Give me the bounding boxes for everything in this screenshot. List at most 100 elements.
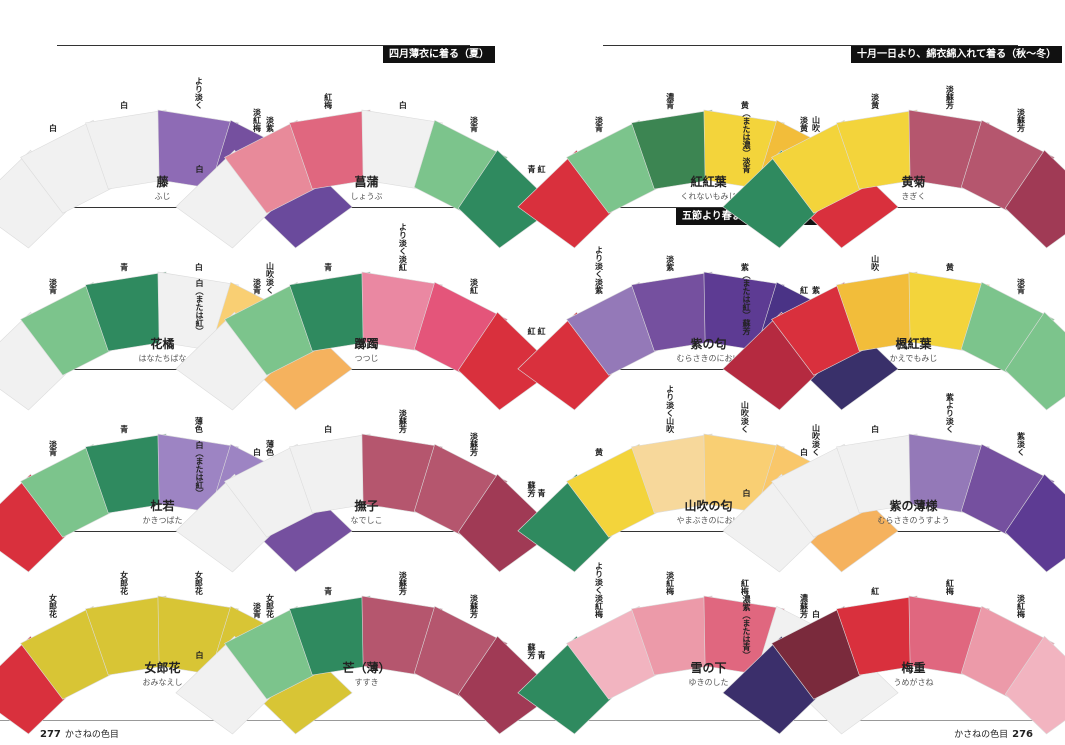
color-layer-swatch xyxy=(836,109,918,190)
layer-color-label: 濃紫（または青） xyxy=(741,595,751,660)
color-layer-swatch xyxy=(631,433,713,514)
layer-color-label: 黄 xyxy=(594,448,604,457)
kasane-entry: 芒（薄） すすき 白淡青青淡蘇芳 淡蘇芳 蘇芳 xyxy=(175,531,557,735)
kasane-reading: かきつばた xyxy=(142,516,183,525)
color-layer-swatch xyxy=(771,443,866,538)
kasane-reading: ゆきのした xyxy=(688,678,729,687)
color-layer-swatch xyxy=(566,443,661,538)
kasane-reading: おみなえし xyxy=(142,678,183,687)
layer-color-label: 白 xyxy=(870,424,880,433)
layer-color-label: 濃蘇芳 xyxy=(799,594,809,619)
color-layer-swatch xyxy=(631,109,713,190)
color-layer-swatch xyxy=(289,271,371,352)
kasane-reading: ふじ xyxy=(154,192,171,201)
season-banner-summer: 四月薄衣に着る（夏） xyxy=(383,46,495,63)
color-layer-swatch xyxy=(224,605,319,700)
color-layer-swatch xyxy=(960,281,1055,376)
layer-color-label: 淡青 xyxy=(252,278,262,295)
running-title: かさねの色目 xyxy=(64,730,119,740)
layer-color-label: 白 xyxy=(398,100,408,109)
layer-color-label: 紅 xyxy=(527,327,537,336)
layer-color-label: 淡蘇芳 xyxy=(398,408,408,433)
kasane-name: 雪の下 xyxy=(690,661,727,675)
color-layer-swatch xyxy=(0,473,71,573)
layer-color-label: 白 xyxy=(252,448,262,457)
kasane-reading: しょうぶ xyxy=(350,192,383,201)
layer-color-label: 淡蘇芳 xyxy=(945,84,955,109)
layer-color-label: 濃青 xyxy=(665,92,675,109)
layer-color-label: 淡紫 xyxy=(265,116,275,133)
layer-color-label: 淡紅梅 xyxy=(1016,594,1026,619)
color-layer-swatch xyxy=(836,433,918,514)
layer-color-label: 淡蘇芳 xyxy=(469,594,479,619)
layer-color-label: 紅梅 xyxy=(740,578,750,595)
kasane-name: 山吹の匂 xyxy=(684,499,733,513)
layer-color-label: 蘇芳 xyxy=(527,481,537,498)
kasane-entry: 楓紅葉 かえでもみじ （または紅）蘇芳紅山吹黄淡青淡青 xyxy=(722,207,1065,411)
season-banner-autumn-winter: 十月一日より、綿衣綿入れて着る（秋〜冬） xyxy=(851,46,1063,63)
color-layer-swatch xyxy=(413,119,508,214)
layer-color-label: 紅 xyxy=(536,165,546,174)
layer-color-label: 紅梅 xyxy=(945,578,955,595)
kasane-name: 杜若 xyxy=(150,499,175,513)
kasane-fan-graphic xyxy=(722,433,1065,573)
layer-color-label: 女郎花 xyxy=(194,570,204,595)
color-layer-swatch xyxy=(85,109,167,190)
layer-color-label: 薄色 xyxy=(265,440,275,457)
layer-color-label: 淡蘇芳 xyxy=(1016,108,1026,133)
color-layer-swatch xyxy=(1004,635,1065,735)
color-layer-swatch xyxy=(20,281,115,376)
layer-color-label: より淡く淡紫 xyxy=(594,246,604,295)
color-layer-swatch xyxy=(836,271,918,352)
kasane-name: 紫の薄様 xyxy=(889,499,938,513)
layer-color-label: 山吹淡く xyxy=(811,424,821,457)
kasane-name: 紅紅葉 xyxy=(690,175,727,189)
kasane-reading: きぎく xyxy=(901,192,926,201)
layer-color-label: 白（または紅） xyxy=(194,279,204,336)
rule xyxy=(603,45,1018,46)
layer-color-label: より淡く淡紅梅 xyxy=(594,562,604,619)
color-layer-swatch xyxy=(1004,149,1065,249)
layer-color-label: 女郎花 xyxy=(119,570,129,595)
kasane-fan-graphic xyxy=(722,271,1065,411)
layer-color-label: 淡青 xyxy=(594,116,604,133)
color-layer-swatch xyxy=(771,119,866,214)
layer-color-label: 淡青 xyxy=(48,440,58,457)
kasane-entry: 撫子 なでしこ 白（または紅）白白淡蘇芳 淡蘇芳 蘇芳 xyxy=(175,369,557,573)
color-layer-swatch xyxy=(224,119,319,214)
kasane-reading: むらさきのうすよう xyxy=(877,516,950,525)
layer-color-label: 淡黄 xyxy=(799,116,809,133)
layer-color-label: 白 xyxy=(741,489,751,498)
layer-color-label: （または紅）蘇芳 xyxy=(741,271,751,336)
layer-color-label: 青 xyxy=(323,586,333,595)
color-layer-swatch xyxy=(85,271,167,352)
layer-color-label: 山吹 xyxy=(870,254,880,271)
layer-color-label: 淡紫 xyxy=(665,254,675,271)
color-layer-swatch xyxy=(224,443,319,538)
layer-color-label: より淡く山吹 xyxy=(665,384,675,433)
color-layer-swatch xyxy=(836,595,918,676)
kasane-name: 撫子 xyxy=(354,499,379,513)
layer-color-label: 淡紅梅 xyxy=(665,570,675,595)
color-layer-swatch xyxy=(0,635,71,735)
kasane-fan-graphic xyxy=(722,109,1065,249)
color-layer-swatch xyxy=(1004,473,1065,573)
color-layer-swatch xyxy=(631,595,713,676)
page-number: 277 xyxy=(40,729,61,740)
layer-color-label: 紫より淡く xyxy=(945,392,955,433)
kasane-name: 花橘 xyxy=(150,337,175,351)
layer-color-label: 黄 xyxy=(945,262,955,271)
kasane-reading: すすき xyxy=(354,678,379,687)
kasane-name: 躑躅 xyxy=(354,337,379,351)
color-layer-swatch xyxy=(1004,311,1065,411)
layer-color-label: 山吹 xyxy=(811,116,821,133)
kasane-reading: うめがさね xyxy=(893,678,934,687)
kasane-name: 芒（薄） xyxy=(342,661,391,675)
kasane-reading: なでしこ xyxy=(350,516,383,525)
kasane-entry: 黄菊 きぎく （または濃）淡青淡黄淡黄淡蘇芳淡蘇芳蘇芳 xyxy=(722,45,1065,249)
kasane-name: 藤 xyxy=(156,175,169,189)
running-title: かさねの色目 xyxy=(954,730,1009,740)
layer-color-label: 淡蘇芳 xyxy=(469,432,479,457)
kasane-name: 黄菊 xyxy=(901,175,926,189)
color-layer-swatch xyxy=(20,443,115,538)
